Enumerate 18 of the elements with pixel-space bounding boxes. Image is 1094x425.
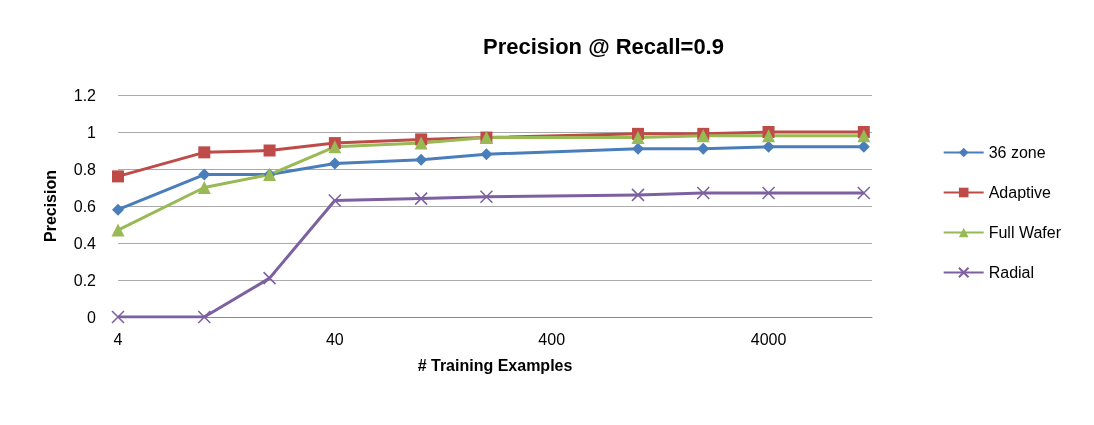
- legend-label: Adaptive: [988, 184, 1052, 201]
- legend-label: Full Wafer: [988, 224, 1062, 241]
- legend-label: 36 zone: [988, 144, 1046, 161]
- x-axis-title: # Training Examples: [417, 356, 573, 374]
- y-axis-title: Precision: [41, 169, 59, 243]
- y-tick-label: 0.4: [73, 234, 97, 252]
- legend-label: Radial: [988, 264, 1035, 281]
- x-tick-label: 4000: [750, 330, 787, 348]
- x-tick-label: 40: [325, 330, 344, 348]
- x-tick-label: 400: [538, 330, 566, 348]
- y-tick-label: 1: [87, 123, 97, 141]
- y-tick-label: 1.2: [73, 86, 97, 104]
- y-tick-label: 0.2: [73, 271, 97, 289]
- y-tick-label: 0.6: [73, 197, 97, 215]
- y-tick-label: 0: [87, 308, 97, 326]
- y-tick-label: 0.8: [73, 160, 97, 178]
- chart-title: Precision @ Recall=0.9: [483, 33, 724, 59]
- x-tick-label: 4: [113, 330, 123, 348]
